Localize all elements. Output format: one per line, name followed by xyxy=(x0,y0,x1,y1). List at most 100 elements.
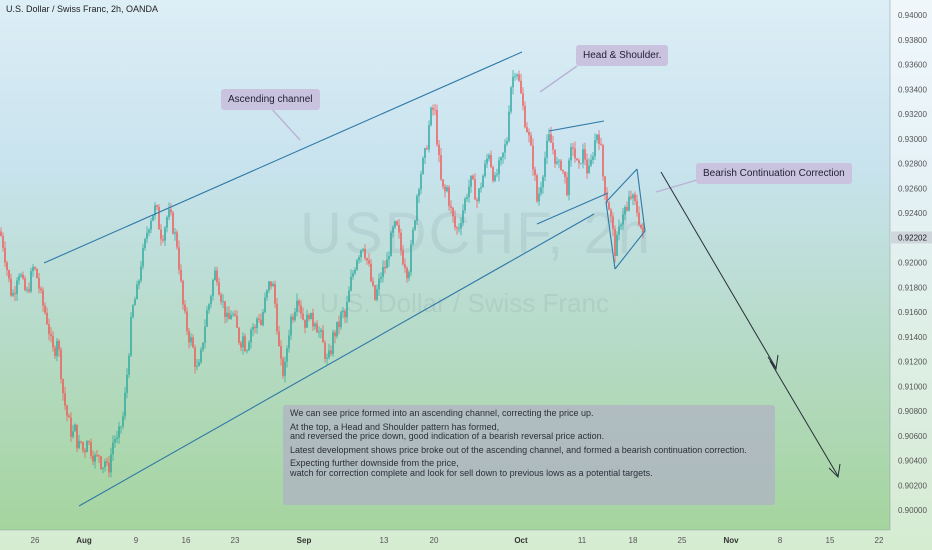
candle-body xyxy=(36,268,38,279)
head-shoulder-callout[interactable]: Head & Shoulder. xyxy=(576,45,669,66)
y-tick-label: 0.93200 xyxy=(898,110,927,119)
candle-body xyxy=(594,140,596,157)
candle-body xyxy=(590,159,592,166)
candle-body xyxy=(106,461,108,463)
candle-body xyxy=(368,260,370,264)
y-tick-label: 0.94000 xyxy=(898,11,927,20)
candle-body xyxy=(434,109,436,111)
candle-body xyxy=(586,159,588,174)
candle-body xyxy=(404,264,406,268)
channel-upper-line[interactable] xyxy=(43,51,523,264)
channel-lower-line[interactable] xyxy=(78,213,595,507)
candle-body xyxy=(58,340,60,350)
candle-body xyxy=(116,437,118,440)
candle-body xyxy=(276,303,278,332)
candle-body xyxy=(316,323,318,333)
candle-body xyxy=(44,305,46,313)
flag-left-line[interactable] xyxy=(605,201,616,270)
candle-body xyxy=(202,342,204,350)
candle-body xyxy=(170,209,172,213)
candle-body xyxy=(496,174,498,176)
candle-body xyxy=(432,107,434,110)
candle-body xyxy=(362,248,364,251)
candle-body xyxy=(560,160,562,170)
candle-body xyxy=(30,271,32,292)
candle-body xyxy=(318,331,320,333)
candle-body xyxy=(344,311,346,318)
candle-body xyxy=(464,198,466,211)
candle-body xyxy=(210,296,212,305)
y-tick-label: 0.93400 xyxy=(898,85,927,94)
candle-body xyxy=(552,142,554,150)
hs-neckline-top[interactable] xyxy=(548,120,605,132)
candle-body xyxy=(530,135,532,146)
candle-body xyxy=(24,278,26,291)
candle-body xyxy=(246,350,248,352)
candle-body xyxy=(150,220,152,230)
bearish-callout-pointer xyxy=(655,179,698,193)
candle-body xyxy=(636,200,638,213)
candle-body xyxy=(578,160,580,164)
candle-body xyxy=(372,281,374,286)
chart-title[interactable]: U.S. Dollar / Swiss Franc, 2h, OANDA xyxy=(6,4,159,14)
analysis-note[interactable]: We can see price formed into an ascendin… xyxy=(283,405,775,505)
candle-body xyxy=(40,288,42,291)
flag-upper-line[interactable] xyxy=(605,168,638,203)
candle-body xyxy=(144,239,146,249)
candle-body xyxy=(502,152,504,158)
candle-body xyxy=(544,157,546,177)
candle-body xyxy=(564,171,566,178)
price-axis-panel[interactable] xyxy=(890,0,932,550)
watermark-name: U.S. Dollar / Swiss Franc xyxy=(320,288,609,318)
candle-body xyxy=(192,337,194,348)
candle-body xyxy=(190,337,192,343)
candle-body xyxy=(244,336,246,352)
candle-body xyxy=(462,210,464,224)
candle-body xyxy=(520,80,522,94)
candle-body xyxy=(348,290,350,303)
arrowhead-mid xyxy=(767,354,779,371)
ascending-channel-callout[interactable]: Ascending channel xyxy=(221,89,320,110)
candle-body xyxy=(238,327,240,343)
time-axis-panel[interactable] xyxy=(0,530,890,550)
flag-right-line[interactable] xyxy=(636,168,646,232)
candle-body xyxy=(16,280,18,294)
candle-body xyxy=(592,156,594,160)
candle-body xyxy=(130,317,132,356)
candle-body xyxy=(142,248,144,267)
candle-body xyxy=(488,155,490,159)
hs-neckline-bottom[interactable] xyxy=(536,192,609,225)
candle-body xyxy=(612,216,614,230)
candle-body xyxy=(436,110,438,145)
x-tick-label: 11 xyxy=(578,536,587,545)
candle-body xyxy=(326,357,328,359)
candle-body xyxy=(86,441,88,453)
candle-body xyxy=(490,155,492,168)
candle-body xyxy=(18,276,20,281)
candle-body xyxy=(454,216,456,228)
candle-body xyxy=(390,232,392,257)
candle-body xyxy=(386,259,388,269)
x-tick-label: 23 xyxy=(231,536,240,545)
flag-lower-line[interactable] xyxy=(614,230,646,270)
candle-body xyxy=(2,235,4,248)
candle-body xyxy=(10,278,12,296)
candle-body xyxy=(226,312,228,317)
candle-body xyxy=(46,312,48,325)
candle-body xyxy=(292,316,294,321)
candle-body xyxy=(484,163,486,177)
candle-body xyxy=(516,74,518,76)
candle-body xyxy=(576,158,578,161)
candle-body xyxy=(108,462,110,473)
candle-body xyxy=(514,75,516,77)
candle-body xyxy=(640,224,642,228)
y-tick-label: 0.92000 xyxy=(898,259,927,268)
candle-body xyxy=(8,270,10,279)
candle-body xyxy=(60,349,62,380)
candle-body xyxy=(568,160,570,195)
candle-body xyxy=(546,140,548,158)
bearish-correction-callout[interactable]: Bearish Continuation Correction xyxy=(696,163,852,184)
candle-body xyxy=(262,312,264,325)
